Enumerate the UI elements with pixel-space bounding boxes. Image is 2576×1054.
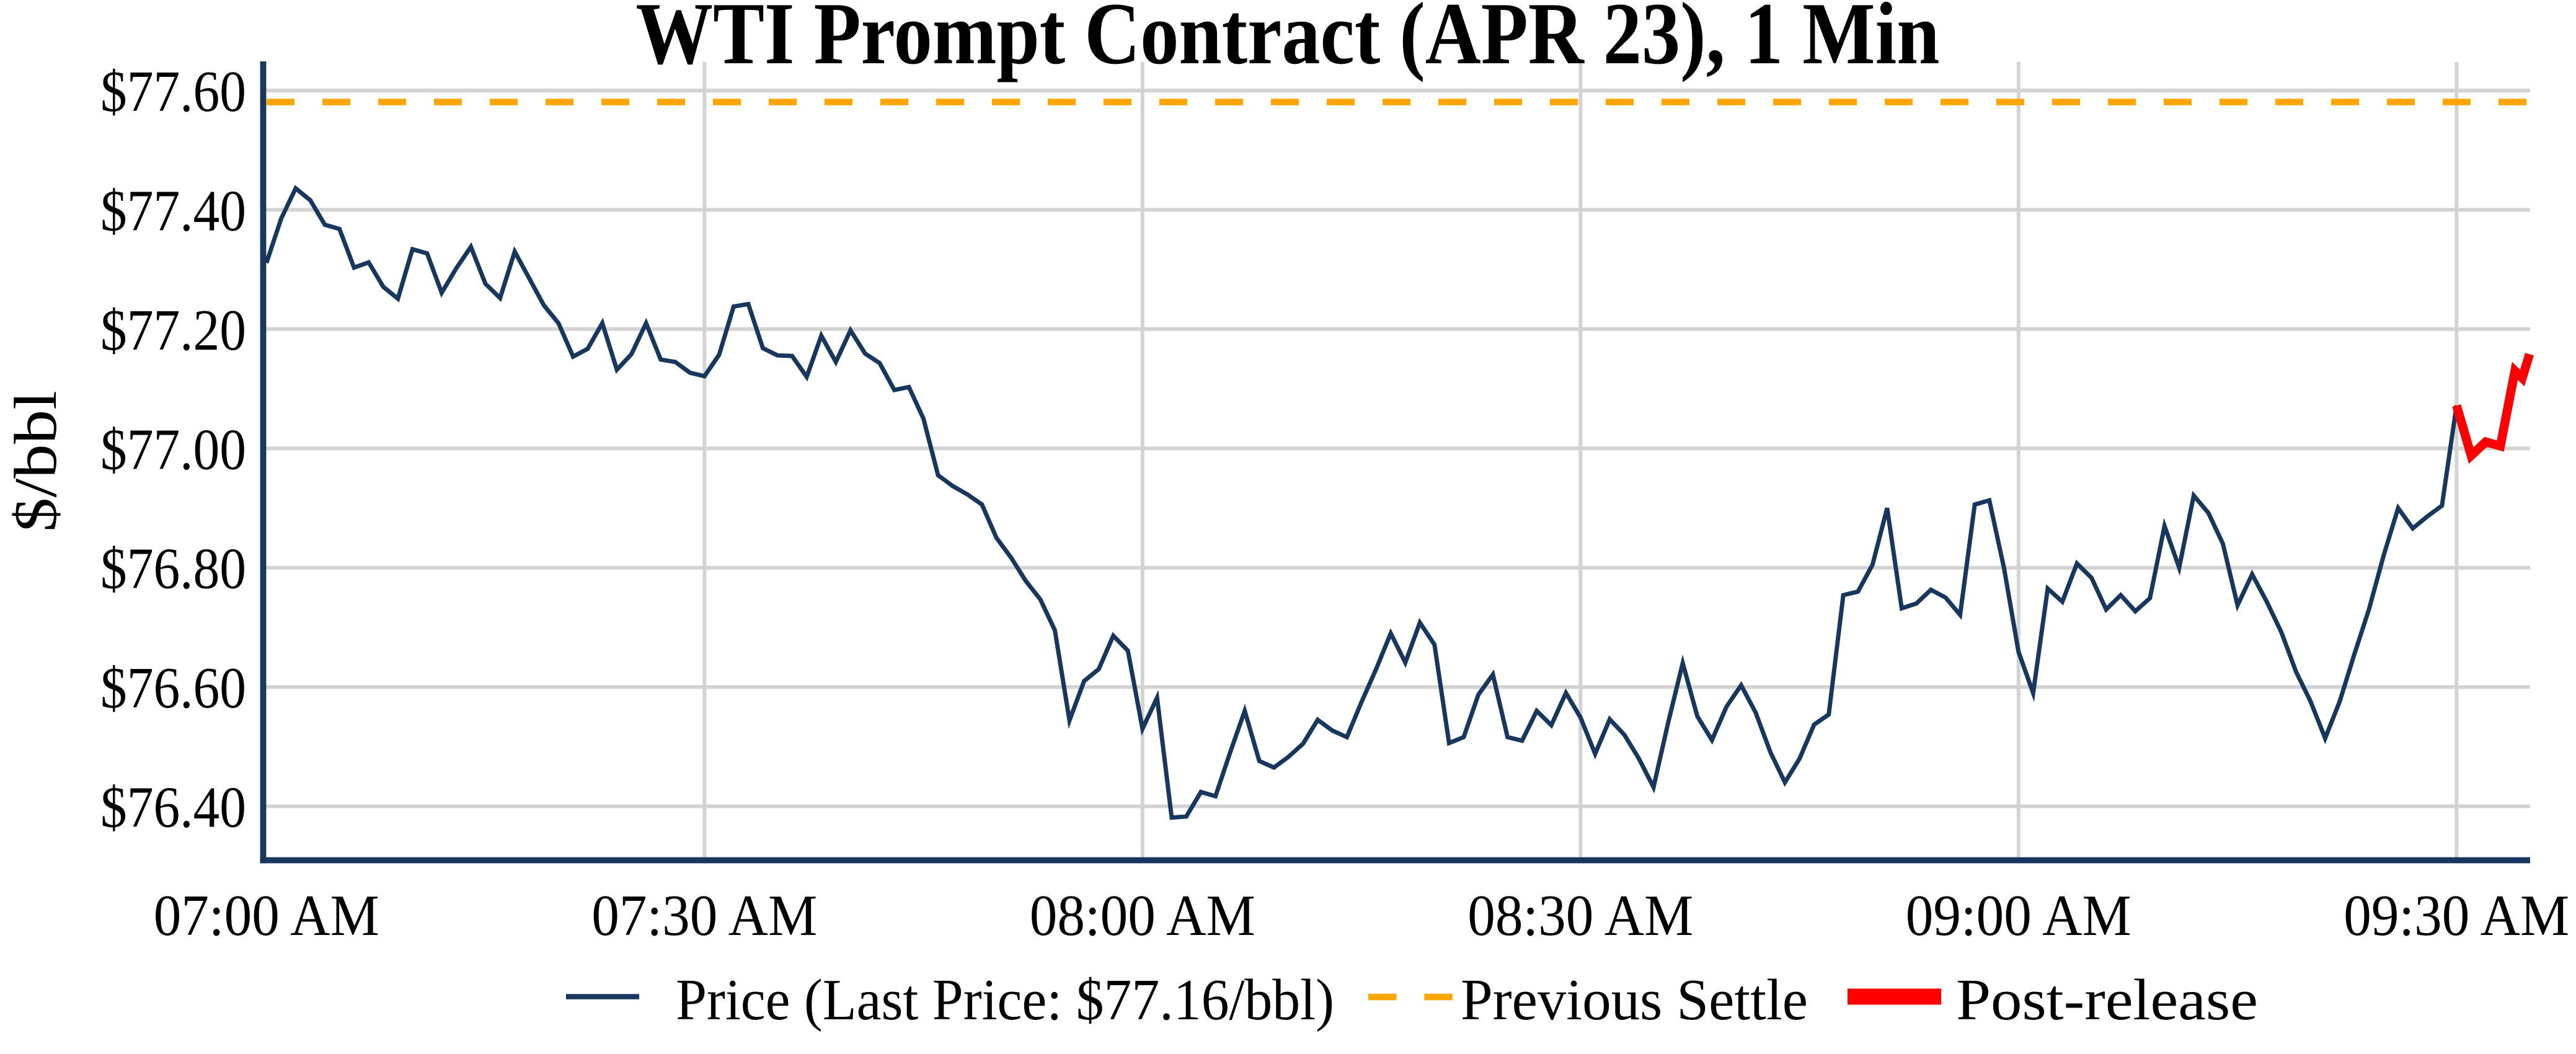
svg-text:$76.60: $76.60 [100,656,246,720]
svg-text:$77.60: $77.60 [100,60,246,124]
svg-text:$77.20: $77.20 [100,298,246,363]
svg-text:Price (Last Price: $77.16/bbl): Price (Last Price: $77.16/bbl) [676,968,1334,1032]
svg-text:09:00 AM: 09:00 AM [1906,884,2131,948]
svg-text:Post-release: Post-release [1956,968,2258,1032]
svg-text:$76.40: $76.40 [100,776,246,840]
svg-text:$76.80: $76.80 [100,537,246,601]
svg-text:Previous Settle: Previous Settle [1461,968,1808,1032]
svg-text:$/bbl: $/bbl [2,391,69,532]
svg-text:08:00 AM: 08:00 AM [1030,884,1255,948]
svg-text:$77.40: $77.40 [100,179,246,243]
svg-text:09:30 AM: 09:30 AM [2344,884,2569,948]
svg-text:WTI Prompt Contract (APR 23),: WTI Prompt Contract (APR 23), 1 Min [636,0,1940,82]
svg-text:08:30 AM: 08:30 AM [1467,884,1693,948]
svg-text:07:30 AM: 07:30 AM [591,884,817,948]
svg-text:07:00 AM: 07:00 AM [154,884,379,948]
svg-text:$77.00: $77.00 [100,417,246,482]
